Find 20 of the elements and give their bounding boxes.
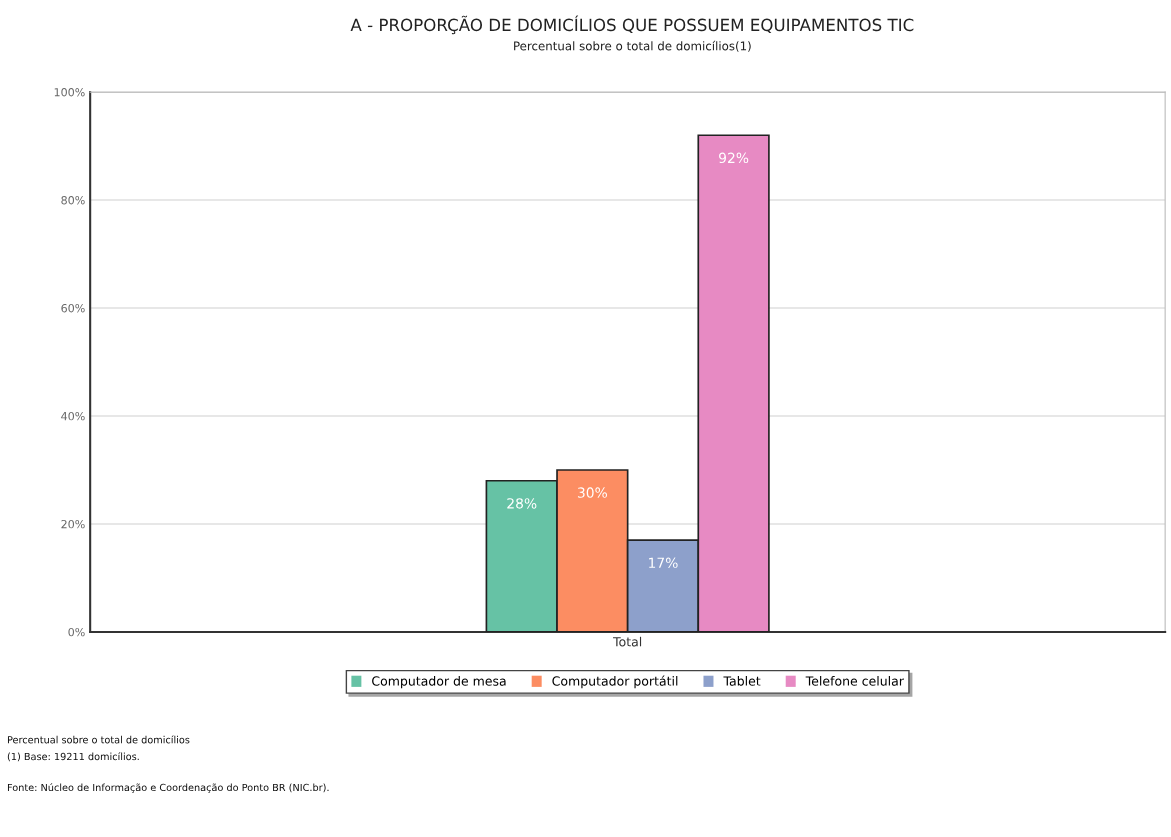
text: (1) Base: 19211 domicílios. <box>7 752 139 762</box>
y-tick-label: 40% <box>61 411 85 421</box>
y-tick-label: 80% <box>61 196 85 205</box>
legend-label: Computador de mesa <box>372 676 506 689</box>
legend-label: Tablet <box>723 676 761 686</box>
text: 28% <box>507 498 537 509</box>
chart-subtitle: Percentual sobre o total de domicílios(1) <box>514 40 751 52</box>
y-tick-label: 20% <box>61 519 85 529</box>
x-tick-label: Total <box>613 636 642 647</box>
text: 92% <box>719 152 749 164</box>
text: Percentual sobre o total de domicílios <box>7 735 190 744</box>
y-tick-label: 100% <box>54 88 85 97</box>
y-tick-label: 60% <box>61 303 85 313</box>
text: 17% <box>649 557 678 569</box>
text: 30% <box>577 487 608 498</box>
source-note: Fonte: Núcleo de Informação e Coordenação do Ponto BR (NIC.br). <box>7 783 329 793</box>
y-tick-label: 0% <box>68 627 85 637</box>
chart-title: A - PROPORÇÃO DE DOMICÍLIOS QUE POSSUEM EQUIPAMENTOS TIC <box>350 15 914 35</box>
legend-label: Computador portátil <box>552 675 678 689</box>
legend-label: Telefone celular <box>805 676 904 686</box>
